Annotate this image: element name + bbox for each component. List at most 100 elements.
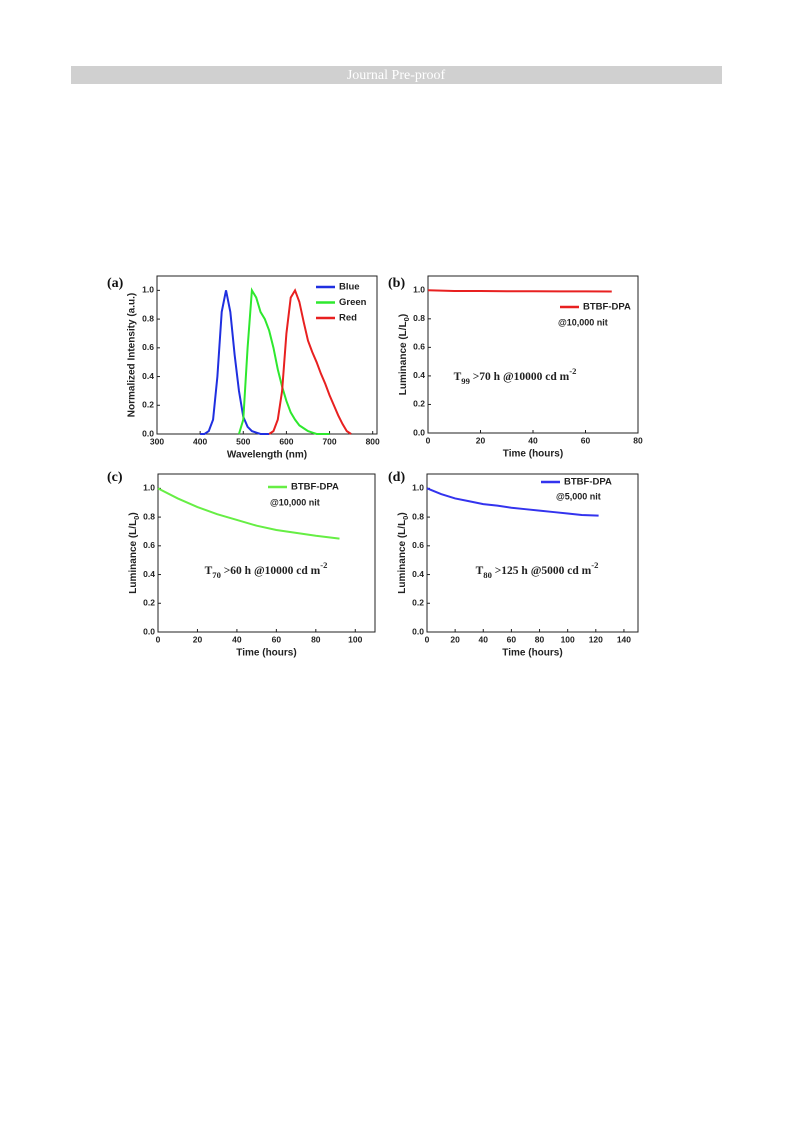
- y-tick-label: 0.8: [142, 313, 154, 323]
- annotation-part: 70: [212, 570, 221, 580]
- legend-label: Blue: [339, 282, 360, 293]
- y-tick-label: 0.2: [412, 598, 424, 608]
- x-tick-label: 0: [156, 634, 161, 644]
- y-tick-label: 0.0: [142, 428, 154, 438]
- plot-frame: [426, 473, 639, 633]
- annotation-part: >60 h @10000 cd m: [221, 565, 321, 577]
- y-tick-label: 0.4: [413, 370, 425, 380]
- header-bar: [71, 66, 722, 84]
- y-tick-label: 1.0: [142, 285, 154, 295]
- y-tick-label: 1.0: [143, 483, 155, 493]
- legend-label: BTBF-DPA: [291, 482, 339, 493]
- y-tick-label: 0.4: [412, 569, 424, 579]
- y-tick-label: 0.6: [142, 342, 154, 352]
- y-axis-label-part: 0: [132, 516, 141, 520]
- x-tick-label: 60: [272, 634, 282, 644]
- y-tick-label: 0.0: [412, 626, 424, 636]
- plot-frame: [157, 473, 376, 633]
- panel-label: (c): [107, 470, 123, 485]
- x-tick-label: 140: [617, 634, 631, 644]
- y-tick-label: 0.0: [143, 626, 155, 636]
- header-title: Journal Pre-proof: [347, 68, 446, 83]
- series-line: [200, 290, 270, 435]
- annotation-part: 99: [461, 376, 470, 386]
- y-tick-label: 0.6: [412, 540, 424, 550]
- y-tick-label: 0.2: [413, 399, 425, 409]
- x-tick-label: 40: [528, 435, 538, 445]
- y-axis-label-part: Luminance (L/L: [398, 321, 409, 395]
- annotation-part: >125 h @5000 cd m: [492, 565, 592, 577]
- series-line: [426, 487, 599, 517]
- y-tick-label: 0.2: [143, 598, 155, 608]
- x-tick-label: 80: [535, 634, 545, 644]
- series-line: [157, 487, 340, 540]
- annotation: T70 >60 h @10000 cd m-2: [205, 560, 328, 580]
- annotation-part: T: [454, 371, 462, 383]
- annotation-part: -2: [569, 366, 576, 376]
- x-tick-label: 600: [279, 436, 293, 446]
- y-axis-label-part: 0: [402, 317, 411, 321]
- y-tick-label: 0.4: [142, 371, 154, 381]
- y-tick-label: 0.0: [413, 427, 425, 437]
- y-axis-label: Luminance (L/L0): [398, 314, 412, 395]
- x-tick-label: 20: [193, 634, 203, 644]
- x-tick-label: 60: [581, 435, 591, 445]
- y-tick-label: 0.6: [143, 540, 155, 550]
- annotation-part: 80: [483, 570, 492, 580]
- x-tick-label: 80: [311, 634, 321, 644]
- series-line: [268, 288, 352, 435]
- y-axis-label-part: ): [128, 512, 139, 515]
- legend-note: @10,000 nit: [558, 317, 608, 327]
- y-tick-label: 0.4: [143, 569, 155, 579]
- x-tick-label: 0: [426, 435, 431, 445]
- legend-label: BTBF-DPA: [583, 302, 631, 313]
- x-tick-label: 120: [589, 634, 603, 644]
- x-tick-label: 40: [232, 634, 242, 644]
- x-tick-label: 500: [236, 436, 250, 446]
- legend-note: @5,000 nit: [556, 491, 601, 501]
- y-axis-label-part: ): [398, 314, 409, 317]
- legend-label: Green: [339, 297, 367, 308]
- x-tick-label: 800: [366, 436, 380, 446]
- annotation-part: >70 h @10000 cd m: [470, 371, 570, 383]
- y-tick-label: 1.0: [413, 285, 425, 295]
- y-axis-label: Luminance (L/L0): [397, 512, 411, 593]
- y-tick-label: 0.8: [143, 511, 155, 521]
- x-axis-label: Wavelength (nm): [227, 450, 307, 461]
- y-tick-label: 0.8: [412, 511, 424, 521]
- panel-label: (b): [388, 276, 405, 291]
- y-axis-label-part: Luminance (L/L: [397, 520, 408, 594]
- x-tick-label: 0: [425, 634, 430, 644]
- y-axis-label-part: ): [397, 512, 408, 515]
- x-axis-label: Time (hours): [503, 449, 563, 460]
- x-tick-label: 300: [150, 436, 164, 446]
- y-axis-label-part: Luminance (L/L: [128, 520, 139, 594]
- y-axis-label: Luminance (L/L0): [128, 512, 142, 593]
- y-tick-label: 1.0: [412, 483, 424, 493]
- panel-label: (a): [107, 276, 124, 291]
- x-axis-label: Time (hours): [236, 648, 296, 659]
- annotation-part: T: [476, 565, 484, 577]
- x-tick-label: 80: [633, 435, 643, 445]
- x-tick-label: 20: [450, 634, 460, 644]
- legend-note: @10,000 nit: [270, 497, 320, 507]
- legend-label: Red: [339, 313, 357, 324]
- annotation: T99 >70 h @10000 cd m-2: [454, 366, 577, 386]
- x-tick-label: 700: [322, 436, 336, 446]
- x-tick-label: 100: [561, 634, 575, 644]
- x-tick-label: 400: [193, 436, 207, 446]
- x-tick-label: 20: [476, 435, 486, 445]
- annotation-part: -2: [320, 560, 327, 570]
- x-tick-label: 40: [479, 634, 489, 644]
- annotation-part: -2: [591, 560, 598, 570]
- y-tick-label: 0.6: [413, 342, 425, 352]
- series-line: [238, 287, 330, 435]
- y-axis-label: Normalized Intensity (a.u.): [127, 293, 138, 417]
- series-line: [427, 289, 612, 293]
- x-axis-label: Time (hours): [502, 648, 562, 659]
- annotation-part: T: [205, 565, 213, 577]
- x-tick-label: 60: [507, 634, 517, 644]
- y-tick-label: 0.2: [142, 400, 154, 410]
- annotation: T80 >125 h @5000 cd m-2: [476, 560, 599, 580]
